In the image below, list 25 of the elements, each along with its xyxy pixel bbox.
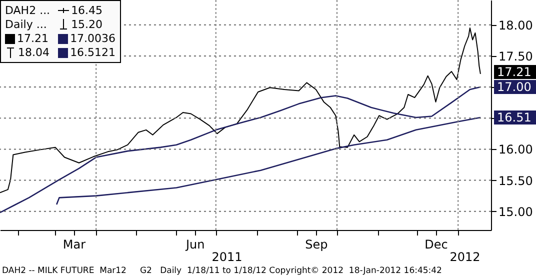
- legend-label: 17.0036: [70, 32, 116, 45]
- annotation: Daily ...: [5, 18, 47, 31]
- x-tick-label: Dec: [424, 238, 448, 252]
- annotation: DAH2 ...: [5, 4, 50, 17]
- data-label: 17.00: [497, 80, 532, 94]
- data-label: 17.21: [497, 65, 532, 80]
- y-tick-label: 15.50: [498, 174, 533, 188]
- x-tick-label: Mar: [62, 238, 86, 252]
- x-tick-label: Jun: [184, 238, 205, 252]
- annotation: 16.45: [71, 4, 103, 17]
- y-tick-label: 17.50: [498, 49, 533, 64]
- data-label: 16.51: [497, 110, 532, 124]
- text: 2011: [212, 250, 242, 264]
- y-tick-label: 18.00: [498, 18, 533, 32]
- y-tick-label: 15.00: [498, 204, 533, 219]
- text: DAH2 -- MILK FUTURE Mar12 G2 Daily 1/18/11 to 1/18/12 Copyright© 2012 18-Jan-2012 16:45:42: [2, 266, 442, 276]
- legend-label: 16.5121: [70, 46, 116, 59]
- legend-label: 17.21: [17, 32, 48, 45]
- x-tick-label: Sep: [305, 238, 328, 252]
- y-tick-label: 16.00: [498, 142, 533, 157]
- annotation: 18.04: [18, 46, 50, 59]
- text: 2012: [450, 250, 480, 264]
- line-series: [56, 116, 482, 206]
- annotation: 15.20: [71, 18, 103, 31]
- line-series: [0, 86, 482, 214]
